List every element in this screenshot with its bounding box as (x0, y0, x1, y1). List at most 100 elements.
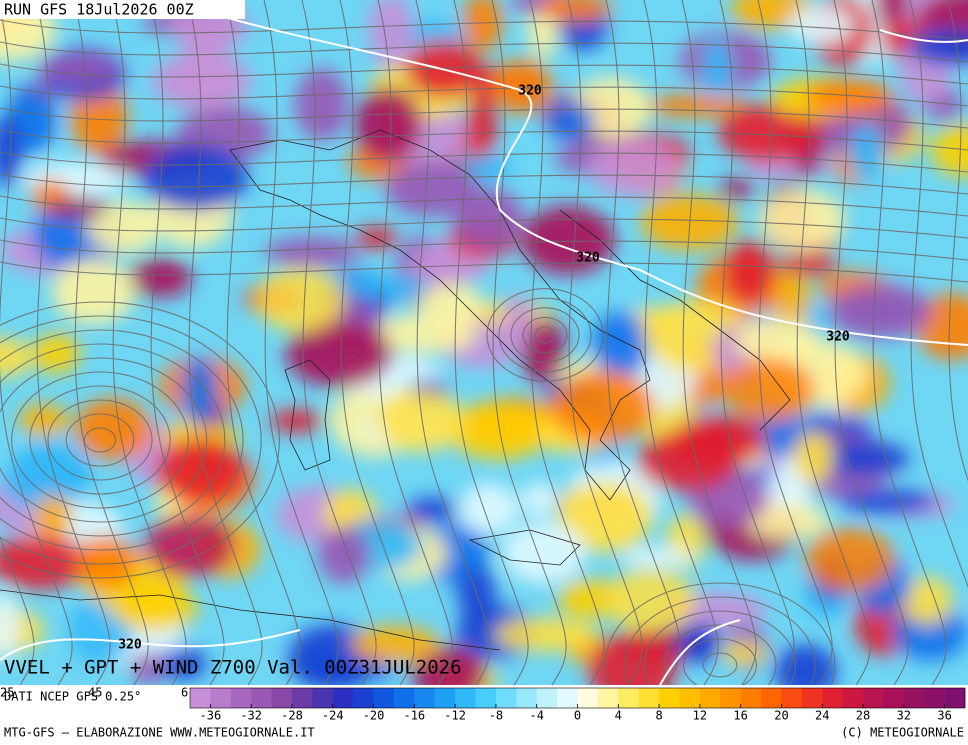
coastline (559, 209, 791, 431)
field-blob (587, 632, 677, 685)
colorbar-tick-label: 36 (937, 709, 951, 723)
colorbar-tick-label: -8 (489, 709, 503, 723)
colorbar-swatch (903, 688, 925, 708)
colorbar-swatch (761, 688, 782, 708)
colorbar-tick-label: -16 (403, 709, 425, 723)
streamline (871, 0, 947, 685)
streamline (522, 316, 568, 354)
field-blob (774, 269, 811, 326)
streamline (339, 0, 415, 685)
field-blob (355, 86, 422, 163)
field-blob (156, 647, 208, 680)
colorbar-tick-label: 24 (815, 709, 829, 723)
streamline (0, 357, 208, 523)
field-blob (908, 27, 968, 66)
streamline (947, 0, 968, 482)
colorbar-swatch (536, 688, 558, 708)
colorbar-swatch (414, 688, 436, 708)
streamline (663, 624, 777, 685)
colorbar-tick-label: -20 (363, 709, 385, 723)
colorbar-swatch (597, 688, 619, 708)
field-blob (807, 78, 894, 115)
lon-label: 25 (0, 686, 14, 700)
streamline (35, 0, 111, 685)
streamline (0, 343, 226, 537)
streamline (301, 0, 377, 685)
streamline (0, 329, 244, 551)
colorbar-swatch (557, 688, 578, 708)
field-blob (521, 205, 615, 275)
field-blob (725, 358, 815, 422)
field-blob (812, 440, 911, 477)
field-blob (465, 95, 498, 159)
field-blob (385, 160, 479, 217)
colorbar-swatch (230, 688, 252, 708)
field-blob (556, 482, 653, 554)
field-blob (375, 388, 465, 452)
field-blob (128, 258, 193, 298)
run-label-box (0, 0, 245, 19)
colorbar-tick-label: 12 (693, 709, 707, 723)
colorbar-swatch (312, 688, 334, 708)
colorbar-swatch (434, 688, 456, 708)
colorbar-tick-label: -12 (444, 709, 466, 723)
field-blob (848, 123, 885, 183)
copyright: (C) METEOGIORNALE (841, 726, 964, 740)
field-blob (490, 59, 553, 114)
field-blob (0, 114, 24, 187)
credit: MTG-GFS — ELABORAZIONE WWW.METEOGIORNALE… (4, 726, 315, 740)
colorbar-swatch (944, 688, 966, 708)
field-blob (37, 52, 122, 84)
field-blob (805, 528, 895, 592)
streamline (681, 0, 757, 685)
streamline (0, 63, 968, 85)
field-blob (155, 438, 245, 502)
field-blob (294, 68, 349, 141)
field-blob (789, 5, 855, 45)
colorbar-swatch (842, 688, 864, 708)
field-blob (735, 317, 819, 364)
contour-label: 320 (518, 84, 542, 99)
streamline (415, 0, 491, 685)
colorbar-tick-label: 0 (574, 709, 581, 723)
streamline (534, 326, 556, 344)
streamline (0, 19, 968, 41)
streamline (0, 41, 968, 63)
field-blob (336, 274, 433, 298)
field-blob (718, 178, 755, 199)
colorbar-tick-label: -32 (240, 709, 262, 723)
colorbar-tick-label: -4 (529, 709, 543, 723)
streamline (0, 195, 968, 217)
streamline (0, 261, 968, 283)
colorbar-swatch (801, 688, 823, 708)
field-blob (592, 311, 650, 379)
lon-label: 6 (181, 686, 188, 700)
streamline (453, 0, 529, 685)
streamline (0, 315, 262, 565)
colorbar-swatch (455, 688, 476, 708)
colorbar-swatch (516, 688, 538, 708)
streamline (795, 0, 871, 685)
colorbar-swatch (475, 688, 497, 708)
field-blob (318, 527, 370, 584)
colorbar-tick-label: -24 (322, 709, 344, 723)
streamline (0, 129, 968, 151)
coastlines (0, 129, 791, 651)
contour-line (199, 9, 968, 346)
field-blob (46, 197, 108, 219)
field-blob (255, 268, 345, 332)
field-blob (931, 124, 968, 178)
field-blob (52, 258, 135, 325)
streamline (486, 288, 604, 382)
field-blob (522, 481, 557, 518)
field-blob (774, 644, 837, 685)
streamline (83, 427, 117, 453)
streamline (757, 0, 833, 685)
field-blob (462, 0, 503, 52)
field-blob (744, 503, 830, 540)
streamline (719, 0, 795, 685)
colorbar-swatch (863, 688, 884, 708)
field-blob (368, 0, 414, 68)
colorbar-swatch (740, 688, 762, 708)
